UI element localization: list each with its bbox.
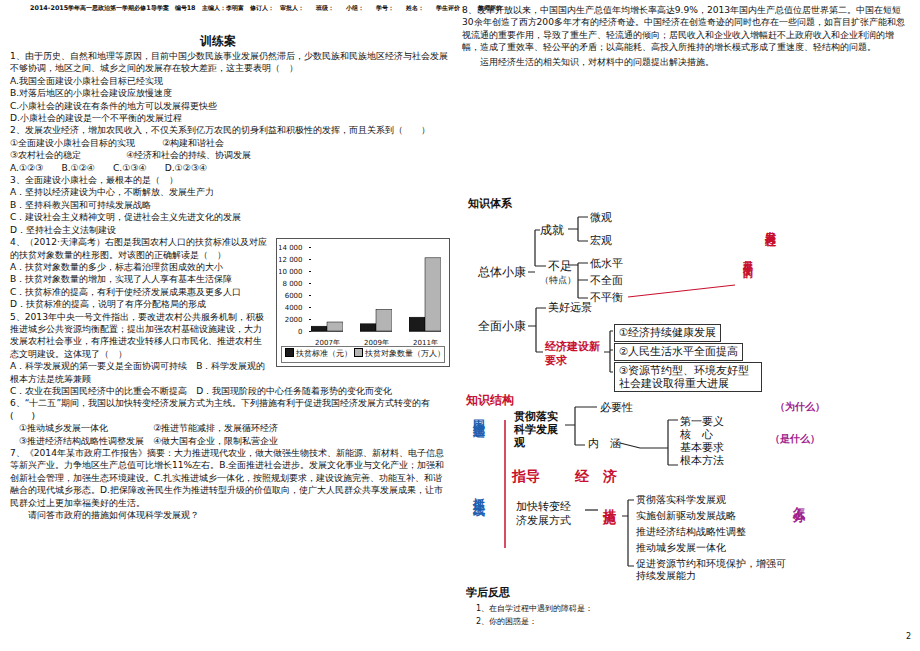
html-text:微观: 微观	[590, 211, 612, 224]
svg-text:6000: 6000	[285, 292, 303, 300]
html-text:③农村社会的稳定 ④经济和社会的持续、协调发展: ③农村社会的稳定 ④经济和社会的持续、协调发展	[10, 150, 252, 161]
html-text:指导: 指导	[512, 468, 540, 484]
html-text:是不平衡的: 是不平衡的	[742, 252, 753, 262]
svg-text:2000: 2000	[285, 316, 303, 324]
svg-text:8 000: 8 000	[282, 280, 302, 288]
html-text:围绕主题: 围绕主题	[472, 410, 486, 418]
html-text:6、“十二五”期间，我国以加快转变经济发展方式为主线。下列措: 6、“十二五”期间，我国以加快转变经济发展方式为主线。下列措施有利于促进我国经济…	[10, 398, 431, 421]
html-text:4、（2012·天津高考）右图是我国农村人口的扶贫标准以及对: 4、（2012·天津高考）右图是我国农村人口的扶贫标准以及对应的扶贫对象数量的柱…	[10, 237, 267, 260]
html-text:不全面: 不全面	[590, 274, 623, 287]
svg-text:0: 0	[298, 328, 302, 336]
html-text:贯彻落实科学发展观: 贯彻落实科学发展观	[636, 494, 726, 505]
html-text:③资源节约型、环境友好型社会建设取得重大进展: ③资源节约型、环境友好型社会建设取得重大进展	[619, 364, 750, 389]
html-text:运用经济生活的相关知识，对材料中的问题提出解决措施。: 运用经济生活的相关知识，对材料中的问题提出解决措施。	[480, 56, 715, 67]
html-text:不足: 不足	[548, 259, 572, 273]
html-text:贯彻落实科学发展观: 贯彻落实科学发展观	[514, 410, 558, 449]
html-text:B．坚持科教兴国和可持续发展战略: B．坚持科教兴国和可持续发展战略	[10, 199, 152, 210]
html-text:知识结构: 知识结构	[466, 393, 514, 407]
svg-text:12 000: 12 000	[279, 256, 303, 264]
html-text:学后反思: 学后反思	[466, 586, 510, 599]
html-text:促进资源节约和环境保护，增强可持续发展能力: 促进资源节约和环境保护，增强可持续发展能力	[636, 558, 786, 581]
html-text:A.①②③ B.①②④ C.①③④ D.①②③④: A.①②③ B.①②④ C.①③④ D.①②③④	[10, 162, 208, 173]
html-text:2014-2015学年高一思政治第一学期必修1导学案 编号1: 2014-2015学年高一思政治第一学期必修1导学案 编号18 主编人：李明富 …	[30, 4, 508, 12]
html-text:加快转变经济发展方式: 加快转变经济发展方式	[516, 500, 571, 527]
html-text:宏观: 宏观	[590, 234, 612, 247]
html-text:C．建设社会主义精神文明，促进社会主义先进文化的发展: C．建设社会主义精神文明，促进社会主义先进文化的发展	[10, 212, 242, 223]
svg-text:4000: 4000	[285, 304, 303, 312]
html-text:第一要义: 第一要义	[680, 415, 724, 428]
html-text:A．扶贫对象数量的多少，标志着治理贫困成效的大小: A．扶贫对象数量的多少，标志着治理贫困成效的大小	[10, 261, 224, 272]
html-text:1、由于历史、自然和地理等原因，目前中国少数民族事业发展仍然: 1、由于历史、自然和地理等原因，目前中国少数民族事业发展仍然滞后，少数民族和民族…	[10, 51, 448, 74]
html-text:扶贫标准（元）: 扶贫标准（元）	[296, 349, 355, 359]
html-text:2、发展农业经济，增加农民收入，不仅关系到亿万农民的切身利益: 2、发展农业经济，增加农民收入，不仅关系到亿万农民的切身利益和积极性的发挥，而且…	[10, 125, 430, 136]
html-text:抓住主线: 抓住主线	[472, 488, 486, 496]
html-text:措施: 措施	[602, 498, 617, 502]
html-text:C．农业在我国国民经济中的比重会不断提高 D．我国现阶段的中: C．农业在我国国民经济中的比重会不断提高 D．我国现阶段的中心任务随着形势的变化…	[10, 386, 393, 396]
svg-text:14 000: 14 000	[279, 244, 303, 252]
html-text:知识体系: 知识体系	[468, 197, 512, 210]
html-text:核 心: 核 心	[680, 428, 713, 441]
html-text:美好远景: 美好远景	[548, 301, 592, 314]
html-text:不平衡: 不平衡	[590, 291, 623, 304]
html-text:根本方法: 根本方法	[680, 454, 724, 467]
svg-text:2009年: 2009年	[364, 340, 389, 346]
html-text:1、在自学过程中遇到的障碍是：: 1、在自学过程中遇到的障碍是：	[476, 604, 594, 613]
html-text:全面小康: 全面小康	[478, 319, 526, 333]
html-text:①经济持续健康发展: ①经济持续健康发展	[619, 326, 717, 338]
html-text:A．科学发展观的第一要义是全面协调可持续 B．科学发展观的根: A．科学发展观的第一要义是全面协调可持续 B．科学发展观的根本方法是统筹兼顾	[10, 361, 266, 384]
html-text:（是什么）: （是什么）	[770, 433, 820, 444]
html-text:8、改革开放以来，中国国内生产总值年均增长率高达9.9%，2: 8、改革开放以来，中国国内生产总值年均增长率高达9.9%，2013年国内生产总值…	[462, 5, 905, 53]
html-text:成就: 成就	[540, 223, 564, 237]
svg-text:2007年: 2007年	[315, 340, 340, 346]
html-text:必要性: 必要性	[600, 401, 633, 414]
svg-text:2011年: 2011年	[413, 340, 438, 346]
html-text:训练案: 训练案	[200, 34, 236, 48]
html-text:5、2013年中央一号文件指出，要改进农村公共服务机制，积极: 5、2013年中央一号文件指出，要改进农村公共服务机制，积极推进城乡公共资源均衡…	[10, 311, 264, 359]
html-text:（为什么）: （为什么）	[775, 401, 825, 412]
html-text:经 济: 经 济	[575, 468, 617, 484]
html-text:实施创新驱动发展战略: 实施创新驱动发展战略	[636, 510, 736, 521]
html-text:D.小康社会的建设是一个不平衡的发展过程: D.小康社会的建设是一个不平衡的发展过程	[10, 113, 182, 123]
html-text:B.对落后地区的小康社会建设应放慢速度: B.对落后地区的小康社会建设应放慢速度	[10, 88, 173, 99]
html-text:2: 2	[906, 632, 912, 641]
html-text:2、你的困惑是：: 2、你的困惑是：	[476, 617, 538, 626]
html-text:D．扶贫标准的提高，说明了有序分配格局的形成: D．扶贫标准的提高，说明了有序分配格局的形成	[10, 299, 206, 310]
html-text:①推动城乡发展一体化 ②推进节能减排，发展循环经济: ①推动城乡发展一体化 ②推进节能减排，发展循环经济	[10, 423, 279, 434]
html-text:请问答市政府的措施如何体现科学发展观？: 请问答市政府的措施如何体现科学发展观？	[10, 510, 199, 520]
html-text:经济建设新要求: 经济建设新要求	[545, 340, 600, 367]
html-text:②人民生活水平全面提高: ②人民生活水平全面提高	[619, 345, 739, 357]
html-text:③推进经济结构战略性调整发展 ④做大国有企业，限制私营企业: ③推进经济结构战略性调整发展 ④做大国有企业，限制私营企业	[10, 435, 279, 446]
html-text:A.我国全面建设小康社会目标已经实现: A.我国全面建设小康社会目标已经实现	[10, 75, 163, 86]
html-text:总体小康: 总体小康	[478, 265, 526, 279]
svg-text:10 000: 10 000	[279, 268, 303, 276]
html-text:3、全面建设小康社会，最根本的是（ ）: 3、全面建设小康社会，最根本的是（ ）	[10, 175, 178, 186]
html-text:基本要求: 基本要求	[680, 441, 724, 454]
html-text:怎么办: 怎么办	[792, 496, 806, 502]
html-text:（特点）: （特点）	[540, 275, 576, 285]
html-text:7、《2014年某市政府工作报告》摘要：大力推进现代农业，做: 7、《2014年某市政府工作报告》摘要：大力推进现代农业，做大做强生物技术、新能…	[10, 448, 445, 508]
html-text:C．扶贫标准的提高，有利于使经济发展成果惠及更多人口: C．扶贫标准的提高，有利于使经济发展成果惠及更多人口	[10, 286, 242, 297]
html-text:扶贫对象数量（万人）: 扶贫对象数量（万人）	[365, 349, 446, 359]
html-text:低水平: 低水平	[590, 257, 623, 270]
html-text:内 涵: 内 涵	[588, 437, 621, 450]
html-text:C.小康社会的建设在有条件的地方可以发展得更快些: C.小康社会的建设在有条件的地方可以发展得更快些	[10, 100, 218, 111]
html-text:①全面建设小康社会目标的实现 ②构建和谐社会: ①全面建设小康社会目标的实现 ②构建和谐社会	[10, 137, 225, 148]
html-text:推动城乡发展一体化: 推动城乡发展一体化	[636, 542, 726, 553]
html-text:A．坚持以经济建设为中心，不断解放、发展生产力: A．坚持以经济建设为中心，不断解放、发展生产力	[10, 187, 215, 198]
html-text:D．坚持社会主义法制建设: D．坚持社会主义法制建设	[10, 224, 116, 235]
html-text:B．扶贫对象数量的增加，实现了人人享有基本生活保障: B．扶贫对象数量的增加，实现了人人享有基本生活保障	[10, 274, 233, 285]
html-text:推进经济结构战略性调整: 推进经济结构战略性调整	[636, 526, 746, 537]
html-text:发展过程: 发展过程	[764, 222, 777, 230]
